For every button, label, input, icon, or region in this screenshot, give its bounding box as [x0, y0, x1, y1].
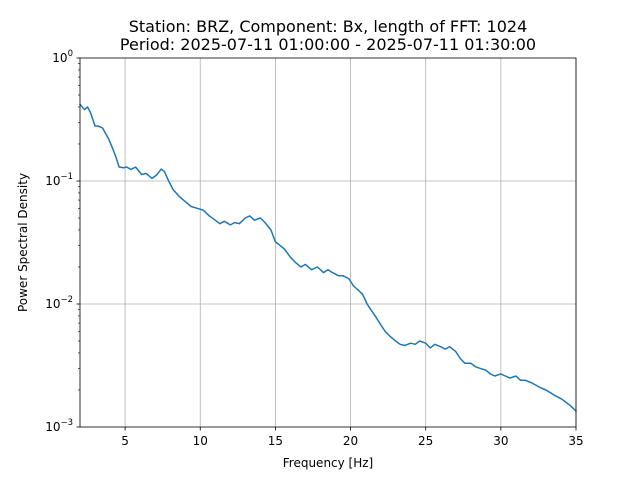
y-axis-label: Power Spectral Density — [16, 173, 30, 312]
y-tick-label-base: 10 — [52, 51, 67, 65]
chart-title-line-2: Period: 2025-07-11 01:00:00 - 2025-07-11… — [120, 35, 536, 54]
psd-line — [79, 103, 577, 412]
y-tick-label-base: 10 — [45, 297, 60, 311]
y-tick-label: 10−2 — [45, 295, 73, 311]
x-tick-label: 20 — [343, 434, 358, 448]
x-tick-label: 30 — [493, 434, 508, 448]
y-tick-label: 10−3 — [45, 418, 73, 434]
y-tick-label: 100 — [52, 49, 73, 65]
y-tick-label-base: 10 — [45, 174, 60, 188]
x-tick-label: 35 — [568, 434, 583, 448]
x-tick-label: 5 — [121, 434, 129, 448]
x-axis-label: Frequency [Hz] — [283, 456, 374, 470]
y-tick-label: 10−1 — [45, 172, 73, 188]
y-tick-label-exponent: −3 — [60, 418, 73, 428]
chart-title-line-1: Station: BRZ, Component: Bx, length of F… — [129, 17, 528, 36]
y-tick-label-base: 10 — [45, 420, 60, 434]
x-tick-label: 10 — [193, 434, 208, 448]
x-axis-ticks: 5 10 15 20 25 30 35 — [121, 427, 584, 448]
y-tick-label-exponent: −1 — [60, 172, 73, 182]
y-tick-label-exponent: 0 — [68, 49, 73, 59]
psd-line-layer — [79, 103, 577, 412]
x-tick-label: 25 — [418, 434, 433, 448]
y-tick-label-exponent: −2 — [60, 295, 73, 305]
x-tick-label: 15 — [268, 434, 283, 448]
plot-frame — [79, 57, 577, 428]
